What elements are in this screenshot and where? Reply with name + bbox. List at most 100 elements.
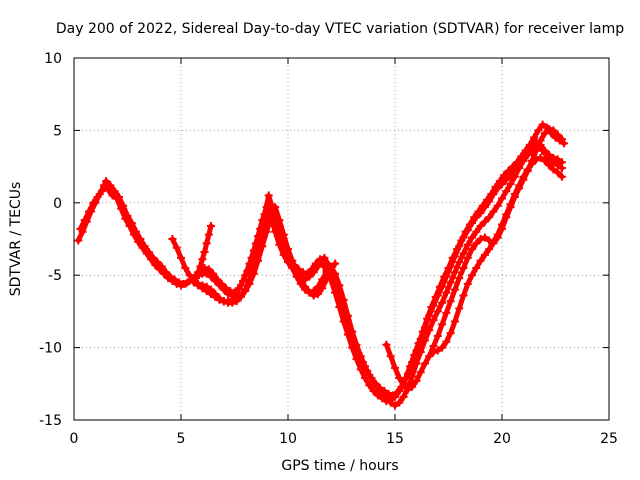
data-point <box>198 284 207 293</box>
data-point <box>472 239 481 248</box>
y-tick-label: -10 <box>39 341 62 357</box>
data-point <box>446 278 455 287</box>
chart-title: Day 200 of 2022, Sidereal Day-to-day VTE… <box>56 21 624 37</box>
data-point <box>378 389 387 398</box>
data-point <box>483 195 492 204</box>
data-point <box>226 287 235 296</box>
data-point <box>303 269 312 278</box>
data-point <box>320 253 329 262</box>
data-point <box>202 287 211 296</box>
data-point <box>545 161 554 170</box>
data-point <box>459 263 468 272</box>
data-point <box>335 281 344 290</box>
data-point <box>493 201 502 210</box>
data-point <box>455 274 464 283</box>
data-point <box>435 282 444 291</box>
data-point <box>523 149 532 158</box>
data-point <box>356 352 365 361</box>
data-point <box>399 381 408 390</box>
x-tick-label: 15 <box>386 431 404 447</box>
axis-ticks: 0 5 10 15 20 25 -15 -10 -5 0 5 10 <box>39 51 618 447</box>
data-point <box>487 190 496 199</box>
data-point <box>553 130 562 139</box>
data-point <box>508 162 517 171</box>
y-tick-label: 10 <box>44 51 62 67</box>
data-point <box>480 250 489 259</box>
data-point <box>493 233 502 242</box>
data-point <box>429 316 438 325</box>
data-point <box>204 265 213 274</box>
data-point <box>416 368 425 377</box>
data-point <box>442 337 451 346</box>
data-point <box>468 271 477 280</box>
data-point <box>412 376 421 385</box>
data-point <box>468 245 477 254</box>
data-point <box>476 256 485 265</box>
data-point <box>284 245 292 254</box>
data-point <box>343 311 352 320</box>
data-point <box>468 233 477 242</box>
x-tick-label: 10 <box>279 431 297 447</box>
data-point <box>453 245 462 254</box>
data-point <box>410 350 419 359</box>
data-point <box>429 342 438 351</box>
data-point <box>446 297 455 306</box>
data-point <box>450 285 459 294</box>
data-point <box>557 135 566 144</box>
data-point <box>181 263 190 272</box>
data-point <box>191 274 200 283</box>
data-point <box>305 288 314 297</box>
data-point <box>322 275 331 284</box>
data-point <box>361 362 370 371</box>
data-point <box>498 224 506 233</box>
data-point <box>489 239 498 248</box>
data-point <box>527 156 536 165</box>
data-point <box>476 221 485 230</box>
data-point <box>534 126 543 135</box>
data-point <box>224 297 233 306</box>
data-point <box>356 365 365 374</box>
data-point <box>395 398 404 407</box>
data-point <box>127 219 136 228</box>
data-point <box>444 263 453 272</box>
data-point <box>463 279 472 288</box>
data-point <box>502 187 511 196</box>
data-point <box>211 292 220 301</box>
data-point <box>423 314 432 323</box>
data-point <box>132 227 141 236</box>
data-point <box>114 193 123 202</box>
x-tick-label: 20 <box>493 431 511 447</box>
data-point <box>271 203 280 212</box>
data-point <box>236 291 245 300</box>
data-point <box>549 126 558 135</box>
data-point <box>296 275 305 284</box>
data-point <box>230 288 239 297</box>
data-point <box>262 227 271 236</box>
data-point <box>465 220 474 229</box>
data-point <box>408 382 417 391</box>
data-point <box>440 272 449 281</box>
data-point <box>102 177 111 186</box>
data-point <box>540 146 549 155</box>
data-point <box>506 179 515 188</box>
data-point <box>416 347 425 356</box>
data-point <box>485 236 494 245</box>
data-point <box>450 317 459 326</box>
data-point <box>279 230 288 239</box>
data-point <box>515 184 524 193</box>
series-track-4 <box>189 203 340 306</box>
y-tick-label: 0 <box>53 196 62 212</box>
data-point <box>166 272 175 281</box>
data-point <box>241 287 250 296</box>
data-point <box>442 288 451 297</box>
data-point <box>307 265 316 274</box>
data-point <box>97 187 106 196</box>
data-point <box>438 343 447 352</box>
data-point <box>420 359 429 368</box>
x-tick-label: 25 <box>600 431 618 447</box>
data-point <box>405 362 414 371</box>
data-point <box>106 181 115 190</box>
data-point <box>123 211 132 220</box>
